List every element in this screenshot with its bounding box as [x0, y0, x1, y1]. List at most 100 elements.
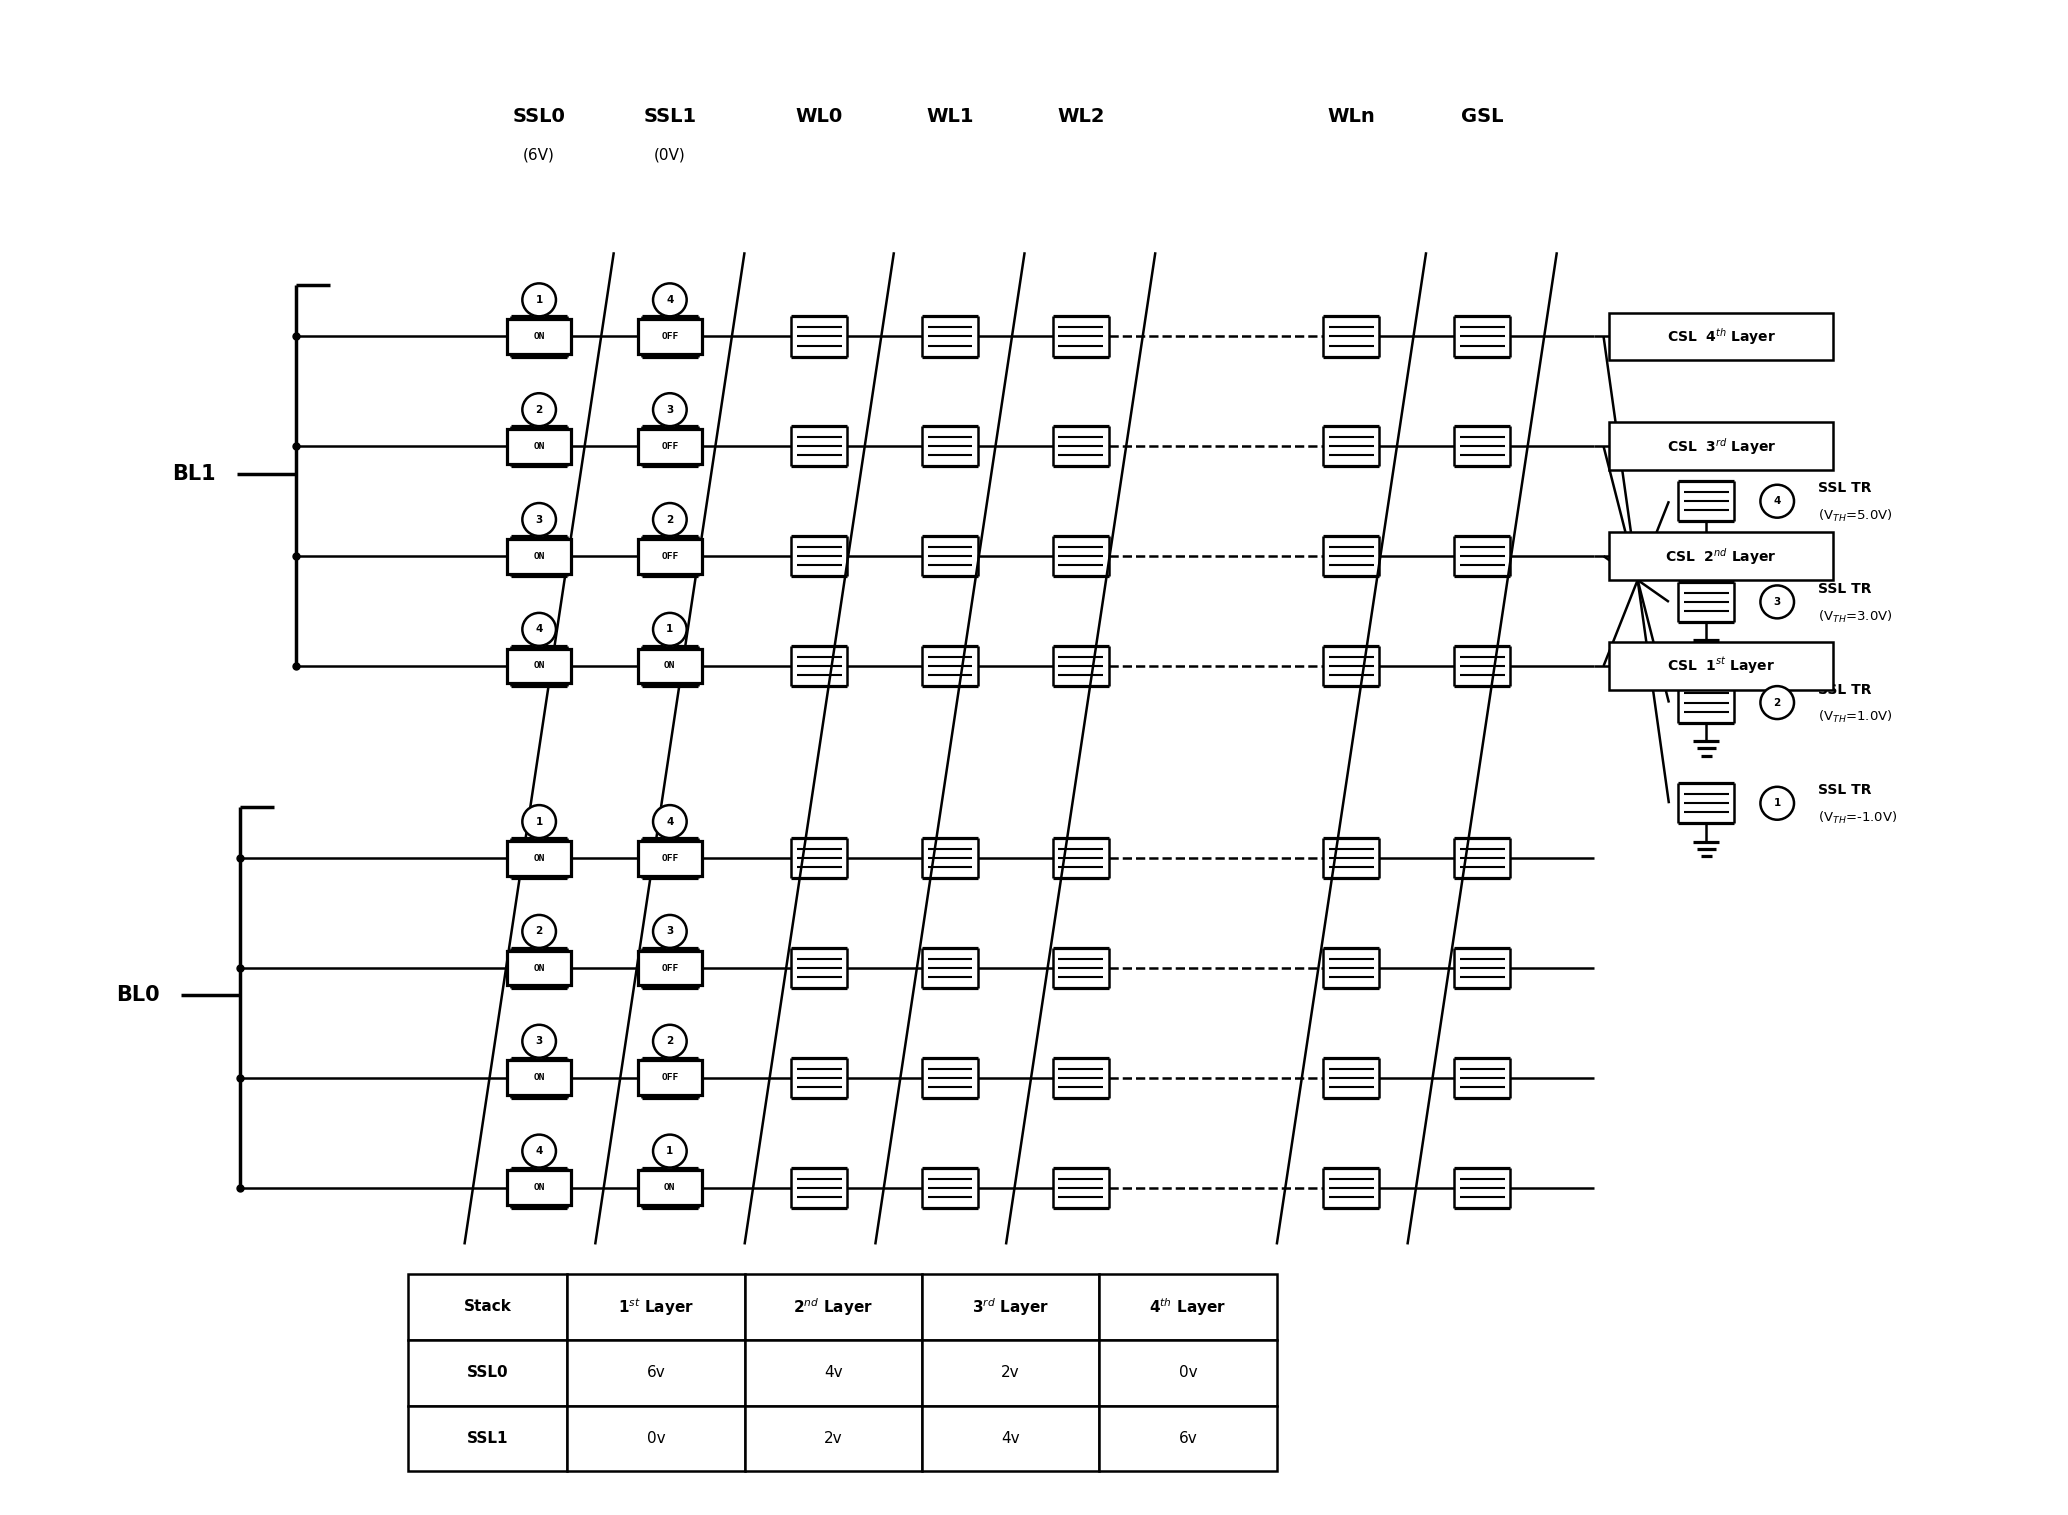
Text: 0v: 0v [1179, 1365, 1197, 1380]
Bar [639, 841, 701, 876]
Text: 2: 2 [536, 405, 542, 415]
Text: 4$^{th}$ Layer: 4$^{th}$ Layer [1150, 1295, 1226, 1318]
Bar [922, 1406, 1100, 1471]
Text: 1: 1 [1774, 798, 1781, 809]
Text: 4v: 4v [1001, 1432, 1020, 1445]
Text: OFF: OFF [662, 853, 678, 862]
Text: (6V): (6V) [523, 147, 554, 162]
Text: 3: 3 [1774, 597, 1781, 608]
Text: SSL TR: SSL TR [1818, 582, 1872, 595]
Circle shape [653, 915, 687, 948]
Text: ON: ON [534, 551, 544, 561]
Bar [744, 1274, 922, 1339]
Text: (V$_{TH}$=1.0V): (V$_{TH}$=1.0V) [1818, 709, 1892, 726]
Bar [507, 1060, 571, 1095]
Circle shape [523, 503, 556, 536]
Text: SSL TR: SSL TR [1818, 683, 1872, 697]
Text: ON: ON [664, 662, 676, 671]
Text: BL1: BL1 [172, 464, 215, 483]
Circle shape [1760, 786, 1795, 820]
Text: (V$_{TH}$=-1.0V): (V$_{TH}$=-1.0V) [1818, 811, 1898, 826]
Text: ON: ON [664, 1183, 676, 1192]
Circle shape [523, 1024, 556, 1057]
Bar [922, 1274, 1100, 1339]
Text: 2v: 2v [1001, 1365, 1020, 1380]
Bar [639, 950, 701, 985]
Text: 3: 3 [536, 515, 542, 524]
Text: OFF: OFF [662, 1073, 678, 1082]
Text: 6v: 6v [1179, 1432, 1197, 1445]
Circle shape [653, 1135, 687, 1168]
Bar [639, 1170, 701, 1204]
Circle shape [653, 804, 687, 838]
Text: 2v: 2v [823, 1432, 842, 1445]
Bar [639, 429, 701, 464]
Bar [639, 1060, 701, 1095]
Text: 2: 2 [536, 926, 542, 936]
Bar [639, 539, 701, 574]
Bar [1609, 423, 1832, 470]
Text: OFF: OFF [662, 442, 678, 451]
Text: SSL TR: SSL TR [1818, 783, 1872, 797]
Text: 3: 3 [666, 405, 674, 415]
Circle shape [523, 614, 556, 645]
Bar [744, 1339, 922, 1406]
Circle shape [653, 503, 687, 536]
Text: Stack: Stack [463, 1300, 511, 1314]
Text: 1: 1 [536, 295, 542, 305]
Text: 4: 4 [666, 295, 674, 305]
Text: CSL  1$^{st}$ Layer: CSL 1$^{st}$ Layer [1667, 656, 1774, 676]
Text: OFF: OFF [662, 332, 678, 341]
Circle shape [523, 804, 556, 838]
Text: 4: 4 [666, 817, 674, 827]
Text: WL1: WL1 [926, 108, 974, 126]
Text: 4v: 4v [823, 1365, 842, 1380]
Bar [507, 539, 571, 574]
Bar [567, 1339, 744, 1406]
Bar [407, 1406, 567, 1471]
Text: 3: 3 [536, 1036, 542, 1047]
Bar [507, 429, 571, 464]
Bar [507, 320, 571, 355]
Circle shape [1760, 585, 1795, 618]
Text: BL0: BL0 [116, 985, 159, 1006]
Bar [507, 648, 571, 683]
Text: SSL1: SSL1 [467, 1432, 509, 1445]
Text: GSL: GSL [1460, 108, 1503, 126]
Bar [639, 648, 701, 683]
Text: 2: 2 [1774, 697, 1781, 708]
Circle shape [523, 394, 556, 426]
Bar [1609, 642, 1832, 689]
Text: OFF: OFF [662, 551, 678, 561]
Text: ON: ON [534, 1073, 544, 1082]
Text: ON: ON [534, 964, 544, 973]
Bar [1100, 1406, 1276, 1471]
Text: SSL0: SSL0 [513, 108, 565, 126]
Text: ON: ON [534, 1183, 544, 1192]
Bar [1100, 1339, 1276, 1406]
Text: 1: 1 [666, 624, 674, 635]
Text: (V$_{TH}$=5.0V): (V$_{TH}$=5.0V) [1818, 508, 1892, 524]
Bar [407, 1274, 567, 1339]
Text: ON: ON [534, 442, 544, 451]
Circle shape [653, 394, 687, 426]
Text: 4: 4 [536, 624, 542, 635]
Text: 2$^{nd}$ Layer: 2$^{nd}$ Layer [794, 1295, 873, 1318]
Bar [507, 1170, 571, 1204]
Text: OFF: OFF [662, 964, 678, 973]
Text: 1: 1 [536, 817, 542, 827]
Text: WLn: WLn [1328, 108, 1375, 126]
Text: 1$^{st}$ Layer: 1$^{st}$ Layer [618, 1295, 695, 1318]
Bar [922, 1339, 1100, 1406]
Text: CSL  4$^{th}$ Layer: CSL 4$^{th}$ Layer [1667, 326, 1776, 347]
Text: SSL1: SSL1 [643, 108, 697, 126]
Text: 6v: 6v [647, 1365, 666, 1380]
Text: 2: 2 [666, 1036, 674, 1047]
Text: 4: 4 [536, 1145, 542, 1156]
Text: CSL  3$^{rd}$ Layer: CSL 3$^{rd}$ Layer [1667, 436, 1776, 456]
Bar [567, 1274, 744, 1339]
Circle shape [653, 614, 687, 645]
Text: SSL TR: SSL TR [1818, 482, 1872, 495]
Circle shape [523, 915, 556, 948]
Circle shape [653, 1024, 687, 1057]
